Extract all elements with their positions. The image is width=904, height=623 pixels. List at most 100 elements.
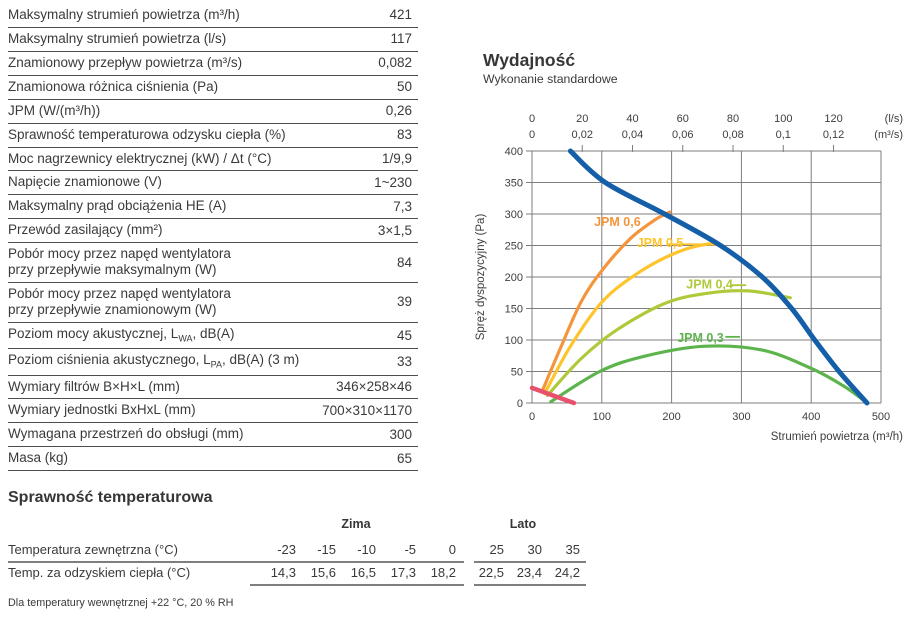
temperature-section-title: Sprawność temperaturowa bbox=[8, 489, 213, 506]
spec-value: 50 bbox=[396, 79, 412, 95]
spec-row: Moc nagrzewnicy elektrycznej (kW) / Δt (… bbox=[8, 148, 418, 172]
top-tick-label-m3s: 0,08 bbox=[722, 129, 743, 141]
temperature-table-group-header-row: Zima Lato bbox=[8, 517, 608, 539]
cell-value: 14,3 bbox=[270, 565, 296, 580]
top-tick-label-ls: 0 bbox=[529, 113, 535, 125]
y-axis-title: Spręż dyspozycyjny (Pa) bbox=[475, 214, 487, 341]
cell-value: 35 bbox=[565, 542, 580, 557]
spec-label: Znamionowa różnica ciśnienia (Pa) bbox=[8, 78, 219, 94]
spec-value: 700×310×1170 bbox=[322, 402, 412, 418]
spec-row: Wymiary filtrów B×H×L (mm) 346×258×46 bbox=[8, 376, 418, 400]
cell-value: 25 bbox=[489, 542, 504, 557]
cell-value: -15 bbox=[317, 542, 336, 557]
spec-row: Znamionowa różnica ciśnienia (Pa) 50 bbox=[8, 76, 418, 100]
spec-value: 300 bbox=[389, 426, 412, 442]
temperature-section: Sprawność temperaturowa Zima Lato Temper… bbox=[8, 489, 608, 609]
series-min-flow bbox=[529, 385, 577, 406]
series-label-jpm-06: JPM 0,6 bbox=[594, 215, 641, 229]
row-label: Temperatura zewnętrzna (°C) bbox=[8, 542, 178, 557]
spec-row: Znamionowy przepływ powietrza (m³/s) 0,0… bbox=[8, 52, 418, 76]
cell-value: 24,2 bbox=[554, 565, 580, 580]
spec-label-subscript: PA bbox=[210, 359, 222, 370]
x-tick-label: 500 bbox=[872, 411, 890, 423]
performance-chart: 0 100 200 300 400 500050100150200250300350400… bbox=[475, 113, 903, 443]
spec-row: Wymiary jednostki BxHxL (mm) 700×310×117… bbox=[8, 399, 418, 424]
spec-label: Maksymalny strumień powietrza (l/s) bbox=[8, 30, 227, 46]
cell-value: 0 bbox=[448, 542, 456, 557]
spec-label-text: , dB(A) (3 m) bbox=[221, 352, 300, 368]
top-tick-label-ls: 120 bbox=[824, 113, 842, 125]
spec-value: 65 bbox=[396, 450, 412, 466]
y-tick-label: 200 bbox=[505, 272, 523, 284]
gap-cell bbox=[456, 562, 466, 585]
spec-value: 1/9,9 bbox=[381, 150, 412, 166]
spec-value: 39 bbox=[396, 294, 412, 310]
spec-label-line1: Pobór mocy przez napęd wentylatora bbox=[8, 246, 231, 262]
table-row: Temp. za odzyskiem ciepła (°C) 14,3 15,6… bbox=[8, 562, 608, 585]
spec-label: Wymagana przestrzeń do obsługi (mm) bbox=[8, 426, 244, 442]
spec-label: JPM (W/(m³/h)) bbox=[8, 102, 101, 118]
spec-value: 421 bbox=[389, 7, 412, 23]
y-tick-label: 0 bbox=[517, 398, 523, 410]
spec-value: 0,082 bbox=[378, 55, 412, 71]
series-jpm-06 bbox=[540, 210, 672, 392]
y-tick-label: 350 bbox=[505, 178, 523, 190]
winter-group-header: Zima bbox=[341, 517, 371, 531]
y-tick-label: 250 bbox=[505, 241, 523, 253]
spec-label: Moc nagrzewnicy elektrycznej (kW) / Δt (… bbox=[8, 150, 272, 166]
series-label-jpm-03: JPM 0,3 bbox=[677, 331, 724, 345]
spec-value: 83 bbox=[396, 127, 412, 143]
spec-label-text: , dB(A) bbox=[192, 325, 235, 341]
chart-subtitle: Wykonanie standardowe bbox=[483, 72, 618, 86]
spec-value: 33 bbox=[396, 353, 412, 369]
spec-label: Maksymalny strumień powietrza (m³/h) bbox=[8, 7, 240, 22]
spec-label: Znamionowy przepływ powietrza (m³/s) bbox=[8, 54, 243, 70]
chart-series: JPM 0,6 JPM 0,5 JPM 0,4 JPM 0,3 bbox=[529, 148, 870, 406]
spec-label: Poziom mocy akustycznej, LWA, dB(A) bbox=[8, 326, 235, 344]
spec-row: Pobór mocy przez napęd wentylatora przy … bbox=[8, 243, 418, 284]
top-axis-unit-m3s: (m³/s) bbox=[874, 129, 903, 141]
top-tick-label-m3s: 0,12 bbox=[823, 129, 844, 141]
series-jpm-03 bbox=[549, 344, 868, 404]
cell-value: 15,6 bbox=[310, 565, 336, 580]
top-axis-unit-ls: (l/s) bbox=[885, 113, 903, 125]
top-tick-label-ls: 20 bbox=[576, 113, 588, 125]
spec-row: Wymagana przestrzeń do obsługi (mm) 300 bbox=[8, 423, 418, 448]
cell-value: -10 bbox=[357, 542, 376, 557]
spec-label: Przewód zasilający (mm²) bbox=[8, 222, 163, 238]
top-tick-label-m3s: 0,1 bbox=[776, 129, 791, 141]
spec-label-line2: przy przepływie znamionowym (W) bbox=[8, 301, 217, 317]
top-tick-label-ls: 40 bbox=[626, 113, 638, 125]
top-tick-label-ls: 100 bbox=[774, 113, 792, 125]
y-tick-label: 50 bbox=[511, 367, 523, 379]
spec-row: Maksymalny strumień powietrza (m³/h) 421 bbox=[8, 4, 418, 28]
spec-label-line1: Pobór mocy przez napęd wentylatora bbox=[8, 286, 231, 302]
table-rule bbox=[8, 561, 464, 563]
spec-row: Przewód zasilający (mm²) 3×1,5 bbox=[8, 219, 418, 244]
spec-label-subscript: WA bbox=[178, 333, 193, 344]
footnote: Dla temperatury wewnętrznej +22 °C, 20 %… bbox=[8, 597, 234, 609]
spec-label: Napięcie znamionowe (V) bbox=[8, 174, 162, 190]
table-rule bbox=[474, 561, 586, 563]
spec-label-text: Poziom mocy akustycznej, L bbox=[8, 325, 179, 341]
spec-value: 7,3 bbox=[393, 198, 412, 214]
spec-label-line2: przy przepływie maksymalnym (W) bbox=[8, 262, 217, 278]
spec-value: 84 bbox=[396, 254, 412, 270]
top-tick-label-m3s: 0,02 bbox=[572, 129, 593, 141]
top-tick-label-m3s: 0 bbox=[529, 129, 535, 141]
top-tick-label-m3s: 0,04 bbox=[622, 129, 643, 141]
cell-value: -23 bbox=[277, 542, 296, 557]
x-tick-label: 100 bbox=[593, 411, 611, 423]
temperature-table: Zima Lato Temperatura zewnętrzna (°C) -2… bbox=[8, 517, 608, 586]
y-tick-label: 300 bbox=[505, 209, 523, 221]
chart-grid bbox=[526, 145, 882, 404]
spec-row: JPM (W/(m³/h)) 0,26 bbox=[8, 100, 418, 124]
series-fan-curve bbox=[567, 148, 870, 406]
spec-row: Maksymalny strumień powietrza (l/s) 117 bbox=[8, 28, 418, 52]
y-tick-label: 100 bbox=[505, 335, 523, 347]
spec-row: Sprawność temperaturowa odzysku ciepła (… bbox=[8, 124, 418, 148]
table-rule bbox=[250, 584, 464, 586]
cell-value: 23,4 bbox=[516, 565, 542, 580]
spec-row: Poziom mocy akustycznej, LWA, dB(A) 45 bbox=[8, 323, 418, 350]
